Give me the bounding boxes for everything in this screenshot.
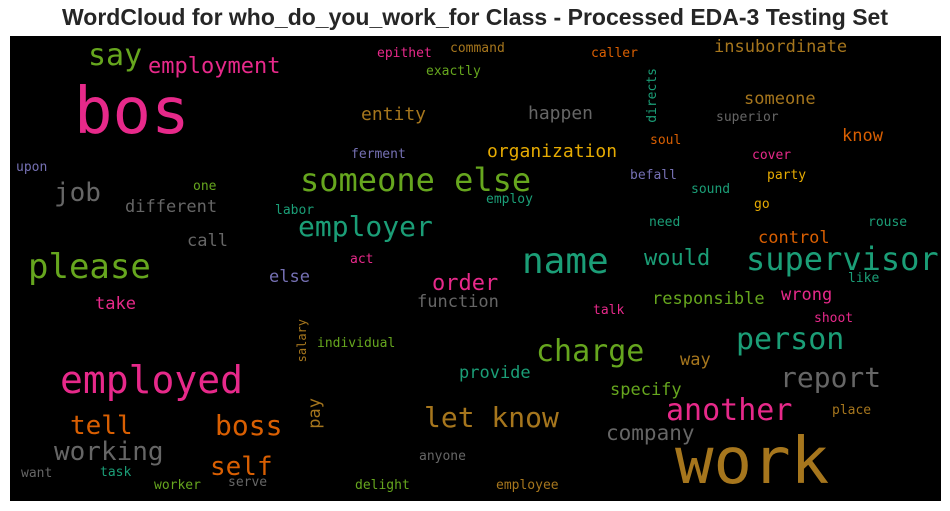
word-cover: cover [752, 148, 792, 163]
word-shoot: shoot [814, 311, 854, 326]
word-boss: boss [215, 409, 283, 442]
word-epithet: epithet [377, 46, 432, 61]
word-specify: specify [610, 380, 682, 400]
word-way: way [680, 350, 711, 370]
word-else: else [269, 267, 310, 287]
word-go: go [754, 197, 770, 212]
word-function: function [417, 292, 499, 312]
word-exactly: exactly [426, 64, 481, 79]
word-superior: superior [716, 110, 779, 125]
word-employer: employer [298, 210, 433, 243]
word-soul: soul [650, 133, 682, 148]
word-call: call [187, 231, 228, 251]
word-serve: serve [228, 475, 268, 490]
word-please: please [28, 247, 151, 287]
word-caller: caller [591, 46, 638, 61]
word-provide: provide [459, 363, 531, 383]
word-ferment: ferment [351, 147, 406, 162]
word-work: work [675, 425, 830, 499]
word-individual: individual [317, 336, 396, 351]
word-upon: upon [16, 160, 48, 175]
word-want: want [21, 466, 53, 481]
word-salary: salary [295, 319, 309, 363]
word-anyone: anyone [419, 449, 466, 464]
word-one: one [193, 179, 217, 194]
word-control: control [758, 228, 830, 248]
word-working: working [54, 437, 164, 467]
word-company: company [606, 421, 695, 445]
word-need: need [649, 215, 681, 230]
word-happen: happen [528, 103, 594, 124]
word-pay: pay [305, 398, 325, 429]
word-responsible: responsible [652, 289, 765, 309]
word-self: self [210, 452, 273, 482]
chart-title: WordCloud for who_do_you_work_for Class … [61, 4, 888, 30]
word-rouse: rouse [868, 215, 908, 230]
word-insubordinate: insubordinate [714, 37, 848, 57]
word-task: task [100, 465, 132, 480]
word-party: party [767, 168, 807, 183]
word-take: take [95, 294, 136, 314]
word-someone-else: someone else [300, 161, 532, 199]
word-another: another [666, 393, 793, 428]
word-supervisor: supervisor [746, 240, 939, 278]
word-befall: befall [630, 168, 677, 183]
word-job: job [54, 178, 101, 208]
word-like: like [848, 271, 880, 286]
word-say: say [88, 38, 143, 73]
word-different: different [125, 197, 218, 217]
word-employment: employment [148, 54, 281, 79]
word-bos: bos [74, 75, 190, 149]
word-person: person [736, 322, 845, 357]
word-worker: worker [154, 478, 201, 493]
word-let-know: let know [424, 401, 559, 434]
word-act: act [350, 252, 374, 267]
word-place: place [832, 403, 872, 418]
word-employ: employ [486, 192, 533, 207]
word-would: would [644, 246, 711, 271]
word-report: report [780, 361, 882, 394]
word-someone: someone [744, 89, 816, 109]
word-name: name [522, 241, 609, 282]
word-directs: directs [645, 68, 660, 123]
word-delight: delight [355, 478, 410, 493]
word-labor: labor [275, 203, 315, 218]
word-employee: employee [496, 478, 559, 493]
word-entity: entity [361, 104, 427, 125]
word-tell: tell [70, 411, 133, 441]
word-charge: charge [536, 334, 645, 369]
word-wrong: wrong [781, 285, 833, 305]
word-employed: employed [60, 358, 244, 402]
word-order: order [432, 271, 499, 296]
word-cloud-canvas: bos work someone else name employed please sup… [10, 36, 941, 501]
word-command: command [450, 41, 505, 56]
word-organization: organization [487, 141, 618, 162]
word-sound: sound [691, 182, 731, 197]
word-talk: talk [593, 303, 625, 318]
word-know: know [842, 126, 883, 146]
